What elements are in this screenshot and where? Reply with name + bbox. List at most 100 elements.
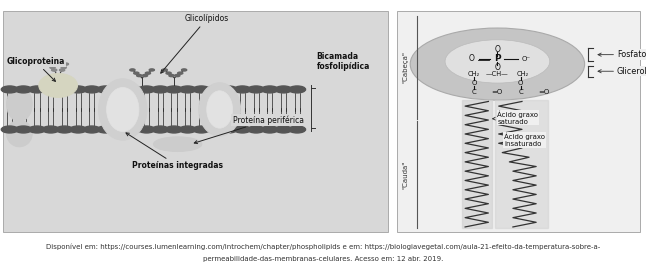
Text: Fosfato: Fosfato <box>598 50 646 59</box>
Circle shape <box>97 126 114 133</box>
FancyBboxPatch shape <box>3 11 388 232</box>
Circle shape <box>61 66 67 69</box>
Circle shape <box>83 86 100 93</box>
FancyBboxPatch shape <box>397 11 640 232</box>
Ellipse shape <box>207 91 233 128</box>
Text: O: O <box>518 80 523 86</box>
Circle shape <box>83 126 100 133</box>
Circle shape <box>410 28 585 100</box>
Text: Ácido graxo
saturado: Ácido graxo saturado <box>492 110 538 125</box>
Circle shape <box>275 86 292 93</box>
Circle shape <box>70 126 87 133</box>
Ellipse shape <box>98 79 147 140</box>
Text: =O: =O <box>492 89 503 95</box>
Text: O⁻: O⁻ <box>522 56 531 62</box>
Circle shape <box>15 126 32 133</box>
Circle shape <box>162 69 167 71</box>
Text: Proteínas integradas: Proteínas integradas <box>126 133 223 170</box>
Circle shape <box>111 126 128 133</box>
Text: Disponível em: https://courses.lumenlearning.com/introchem/chapter/phospholipids: Disponível em: https://courses.lumenlear… <box>46 244 600 250</box>
Circle shape <box>220 126 237 133</box>
Circle shape <box>175 74 180 77</box>
Circle shape <box>207 126 224 133</box>
Circle shape <box>165 126 182 133</box>
Text: O: O <box>494 63 501 72</box>
Text: Bicamada
fosfolipídica: Bicamada fosfolipídica <box>317 52 370 71</box>
Circle shape <box>234 86 251 93</box>
Text: CH₂: CH₂ <box>517 71 529 77</box>
Circle shape <box>134 72 139 74</box>
Circle shape <box>152 86 169 93</box>
Circle shape <box>207 86 224 93</box>
Circle shape <box>262 86 278 93</box>
Text: "Cauda": "Cauda" <box>402 161 408 189</box>
Circle shape <box>1 126 18 133</box>
Circle shape <box>166 72 171 74</box>
Circle shape <box>97 86 114 93</box>
Circle shape <box>145 72 151 74</box>
Ellipse shape <box>6 120 32 147</box>
Circle shape <box>15 86 32 93</box>
Circle shape <box>165 86 182 93</box>
Text: permeabilidade-das-membranas-celulares. Acesso em: 12 abr. 2019.: permeabilidade-das-membranas-celulares. … <box>203 256 443 262</box>
Circle shape <box>28 126 45 133</box>
Text: C: C <box>518 89 523 95</box>
Text: Glicerol: Glicerol <box>598 67 646 76</box>
Text: =O: =O <box>538 89 549 95</box>
Ellipse shape <box>199 83 241 136</box>
Circle shape <box>275 126 292 133</box>
Circle shape <box>130 69 135 71</box>
Text: P: P <box>494 54 501 63</box>
Text: Proteína periférica: Proteína periférica <box>194 115 304 144</box>
Text: Glicoproteina: Glicoproteina <box>6 57 65 81</box>
Text: O: O <box>472 80 477 86</box>
Circle shape <box>43 86 59 93</box>
Circle shape <box>70 86 87 93</box>
Circle shape <box>179 86 196 93</box>
Circle shape <box>182 69 187 71</box>
Circle shape <box>220 86 237 93</box>
Circle shape <box>152 126 169 133</box>
Circle shape <box>149 69 154 71</box>
Circle shape <box>169 74 174 77</box>
Circle shape <box>179 126 196 133</box>
Text: Glicolípidos: Glicolípidos <box>161 14 229 73</box>
Circle shape <box>143 74 148 77</box>
Circle shape <box>289 86 306 93</box>
Circle shape <box>178 72 183 74</box>
Text: O: O <box>494 45 501 54</box>
Text: —CH—: —CH— <box>486 71 509 77</box>
Ellipse shape <box>6 87 32 121</box>
Circle shape <box>125 86 141 93</box>
Circle shape <box>445 40 550 83</box>
Circle shape <box>138 86 155 93</box>
Circle shape <box>262 126 278 133</box>
Bar <box>462 100 492 228</box>
Ellipse shape <box>154 137 202 151</box>
Circle shape <box>56 126 73 133</box>
Circle shape <box>50 66 55 69</box>
Circle shape <box>43 126 59 133</box>
Circle shape <box>63 63 68 65</box>
Circle shape <box>289 126 306 133</box>
Text: "Cabeça": "Cabeça" <box>402 52 408 83</box>
Circle shape <box>193 126 210 133</box>
Circle shape <box>137 74 142 77</box>
Circle shape <box>125 126 141 133</box>
Circle shape <box>138 126 155 133</box>
Ellipse shape <box>39 73 78 97</box>
Circle shape <box>247 126 264 133</box>
Circle shape <box>52 69 57 71</box>
Ellipse shape <box>107 88 139 132</box>
Circle shape <box>247 86 264 93</box>
Circle shape <box>234 126 251 133</box>
Circle shape <box>28 86 45 93</box>
Circle shape <box>56 86 73 93</box>
Circle shape <box>111 86 128 93</box>
Circle shape <box>59 69 65 71</box>
Text: Ácido graxo
insaturado: Ácido graxo insaturado <box>504 133 545 147</box>
Circle shape <box>193 86 210 93</box>
Text: O: O <box>469 54 475 63</box>
Text: CH₂: CH₂ <box>468 71 480 77</box>
Text: C: C <box>472 89 477 95</box>
